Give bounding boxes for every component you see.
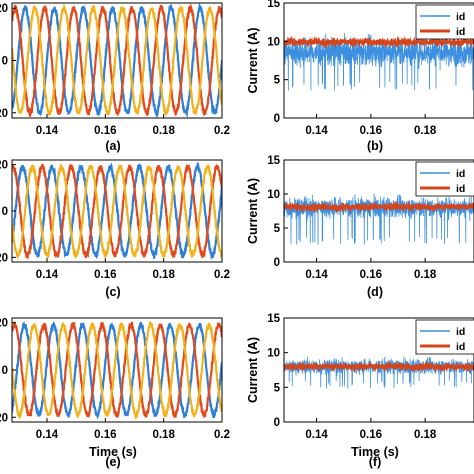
x-tick-label: 0.14 <box>36 125 59 137</box>
plot-area-d <box>284 193 474 245</box>
series-line-e-2 <box>12 320 222 419</box>
x-tick-label: 0.16 <box>94 125 116 137</box>
x-tick-label: 0.16 <box>94 429 116 441</box>
legend-entry: id <box>456 168 465 180</box>
x-tick-label: 0.18 <box>152 125 175 137</box>
panel-b: 0.14 0.16 0.18 15 10 5 0 Current (A) (b) id id <box>246 0 474 153</box>
y-tick-label: 10 <box>267 36 280 48</box>
x-tick-label: 0.18 <box>152 429 175 441</box>
series-line-e-3 <box>12 321 222 421</box>
series-line-c-3 <box>12 164 222 260</box>
y-axis-label: Current (A) <box>246 337 260 403</box>
series-line-a-3 <box>12 3 222 117</box>
y-tick-label: 15 <box>267 155 280 167</box>
axes-frame-f <box>283 317 474 423</box>
y-tick-label: -20 <box>0 108 8 120</box>
plot-area-e <box>12 320 222 421</box>
series-line-b-measured <box>284 33 474 91</box>
y-tick-label: -20 <box>0 252 8 264</box>
panel-caption: (b) <box>367 139 383 153</box>
y-tick-label: 5 <box>274 75 281 87</box>
x-tick-label: 0.2 <box>214 125 230 137</box>
x-tick-label: 0.16 <box>360 269 382 281</box>
axes-frame-d <box>283 159 474 263</box>
series-line-f-measured <box>284 356 474 389</box>
y-tick-label: -20 <box>0 412 8 424</box>
y-axis-label: Current (A) <box>246 28 260 94</box>
series-line-f-reference <box>284 359 474 374</box>
panel-c: 0.14 0.16 0.18 0.2 20 0 -20 (c) <box>0 159 230 299</box>
panel-caption: (d) <box>367 285 383 299</box>
panel-f: 0.14 0.16 0.18 15 10 5 0 Current (A) Time (s)(f)… <box>246 313 474 469</box>
y-tick-label: 0 <box>2 365 8 377</box>
x-axis-label: Time (s) <box>351 445 399 459</box>
x-tick-label: 0.2 <box>214 429 230 441</box>
x-tick-label: 0.14 <box>36 429 59 441</box>
x-tick-label: 0.14 <box>305 269 328 281</box>
series-line-d-reference <box>284 200 474 214</box>
x-tick-label: 0.18 <box>414 429 437 441</box>
y-tick-label: 15 <box>267 313 280 325</box>
series-line-a-2 <box>12 3 222 117</box>
y-tick-label: 15 <box>267 0 280 10</box>
panel-a: 0.14 0.16 0.18 0.2 20 0 -20 (a) <box>0 2 230 153</box>
series-line-d-measured <box>284 193 474 245</box>
legend-box <box>415 4 474 40</box>
panel-e: 0.14 0.16 0.18 0.2 20 0 -20 Time (s)(e) <box>0 317 230 469</box>
x-axis-label: Time (s) <box>89 445 137 459</box>
axes-frame-e <box>11 317 223 423</box>
plot-area-b <box>284 33 474 91</box>
y-tick-label: 20 <box>0 160 8 172</box>
panel-caption: (a) <box>105 139 120 153</box>
y-tick-label: 20 <box>0 318 8 330</box>
panel-d: 0.14 0.16 0.18 15 10 5 0 Current (A) (d) id id <box>246 155 474 299</box>
x-tick-label: 0.14 <box>305 125 328 137</box>
x-tick-label: 0.16 <box>94 269 116 281</box>
y-tick-label: 0 <box>2 56 8 68</box>
y-tick-label: 20 <box>0 3 8 15</box>
x-tick-label: 0.18 <box>414 125 437 137</box>
axes-frame-b <box>283 2 474 119</box>
series-line-c-2 <box>12 163 222 260</box>
panel-caption: (e) <box>105 455 120 469</box>
x-tick-label: 0.2 <box>214 269 230 281</box>
series-line-a-1 <box>12 3 222 118</box>
y-axis-label: Current (A) <box>246 178 260 244</box>
x-tick-label: 0.18 <box>414 269 437 281</box>
legend-entry: id <box>456 341 465 353</box>
y-tick-label: 0 <box>274 417 280 429</box>
x-tick-label: 0.14 <box>305 429 328 441</box>
legend-entry: id <box>456 26 465 38</box>
plot-area-a <box>12 3 222 118</box>
x-tick-label: 0.16 <box>360 125 382 137</box>
legend-box <box>415 319 474 355</box>
y-tick-label: 10 <box>267 348 280 360</box>
y-tick-label: 0 <box>274 113 280 125</box>
y-tick-label: 5 <box>274 223 281 235</box>
legend-box <box>415 161 474 197</box>
y-tick-label: 10 <box>267 189 280 201</box>
legend-f: id id <box>415 319 474 355</box>
x-tick-label: 0.14 <box>36 269 59 281</box>
legend-entry: id <box>456 183 465 195</box>
y-tick-label: 0 <box>274 257 280 269</box>
legend-entry: id <box>456 11 465 23</box>
series-line-b-reference <box>284 35 474 50</box>
plot-area-f <box>284 356 474 389</box>
panel-caption: (f) <box>369 455 382 469</box>
y-tick-label: 5 <box>274 382 281 394</box>
panel-caption: (c) <box>105 285 120 299</box>
legend-entry: id <box>456 326 465 338</box>
x-tick-label: 0.18 <box>152 269 175 281</box>
x-tick-label: 0.16 <box>360 429 382 441</box>
legend-b: id id <box>415 4 474 40</box>
plot-area-c <box>12 162 222 261</box>
y-tick-label: 0 <box>2 206 8 218</box>
legend-d: id id <box>415 161 474 197</box>
